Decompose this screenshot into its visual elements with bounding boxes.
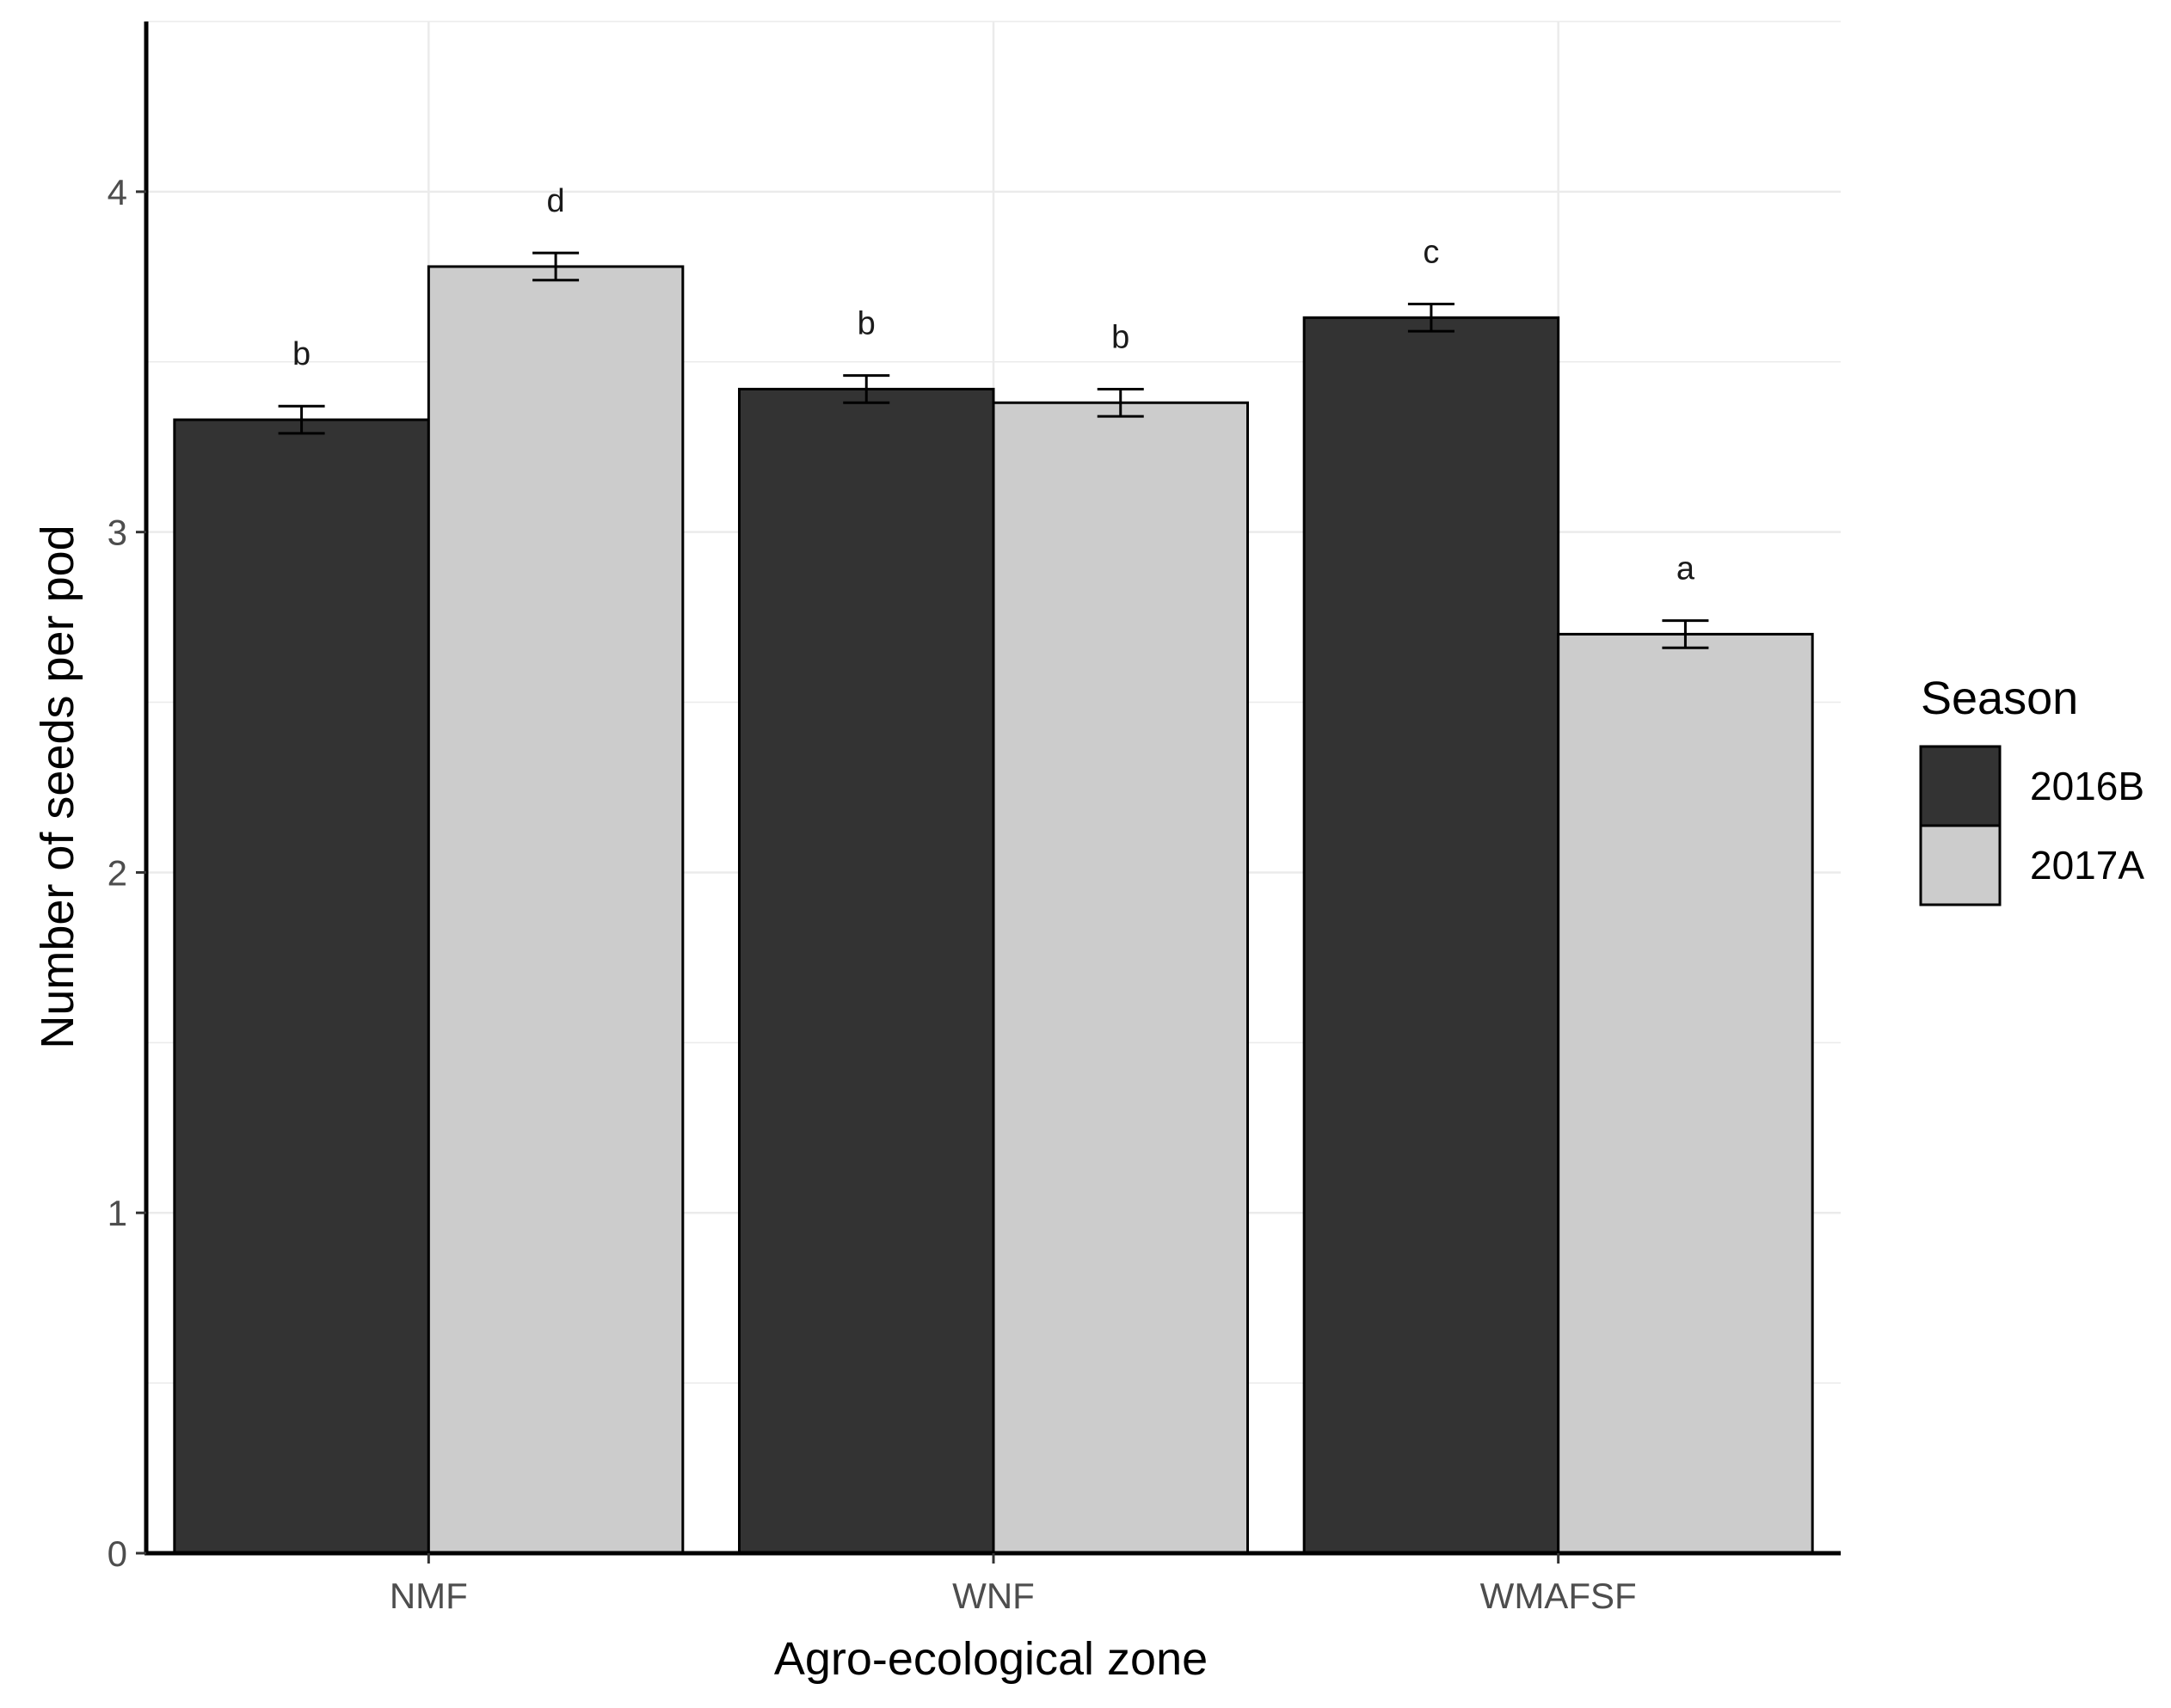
significance-letter: b <box>292 336 311 372</box>
y-tick-label: 2 <box>108 852 127 893</box>
significance-letter: b <box>858 306 876 342</box>
legend-title: Season <box>1921 673 2078 724</box>
y-tick-label: 0 <box>108 1533 127 1574</box>
bar-2017A-WNF <box>992 401 1249 1555</box>
error-bar <box>532 251 580 282</box>
error-bar <box>1407 302 1455 333</box>
legend-key <box>1919 824 2002 906</box>
x-axis-title: Agro-ecological zone <box>774 1633 1208 1685</box>
legend-key <box>1919 745 2002 827</box>
legend-label: 2016B <box>2030 764 2144 808</box>
y-tick-label: 4 <box>108 172 127 212</box>
bar-2017A-NMF <box>427 265 685 1555</box>
legend: Season 2016B 2017A <box>1919 673 2144 906</box>
error-bar <box>278 404 325 435</box>
significance-letter: a <box>1676 551 1695 587</box>
x-tick-label: WNF <box>952 1576 1035 1616</box>
bar-2017A-WMAFSF <box>1557 632 1814 1555</box>
legend-label: 2017A <box>2030 843 2144 888</box>
error-bar <box>843 374 890 404</box>
x-tick-label: WMAFSF <box>1480 1576 1637 1616</box>
significance-letter: b <box>1111 319 1129 355</box>
error-bars <box>278 251 1709 649</box>
y-tick-label: 1 <box>108 1193 127 1233</box>
significance-letter: c <box>1423 234 1439 270</box>
bars <box>173 265 1814 1555</box>
x-tick-label: NMF <box>390 1576 468 1616</box>
x-ticks: NMF WNF WMAFSF <box>390 1553 1637 1616</box>
error-bar <box>1662 619 1709 649</box>
significance-letter: d <box>547 183 565 219</box>
error-bar <box>1097 387 1144 418</box>
bar-2016B-NMF <box>173 418 430 1555</box>
y-ticks: 0 1 2 3 4 <box>108 172 146 1574</box>
significance-letters: b b c d b a <box>292 183 1695 587</box>
bar-2016B-WNF <box>738 387 995 1555</box>
y-axis-title: Number of seeds per pod <box>32 525 83 1048</box>
y-tick-label: 3 <box>108 513 127 553</box>
bar-2016B-WMAFSF <box>1302 316 1560 1555</box>
legend-item: 2017A <box>1919 824 2144 906</box>
